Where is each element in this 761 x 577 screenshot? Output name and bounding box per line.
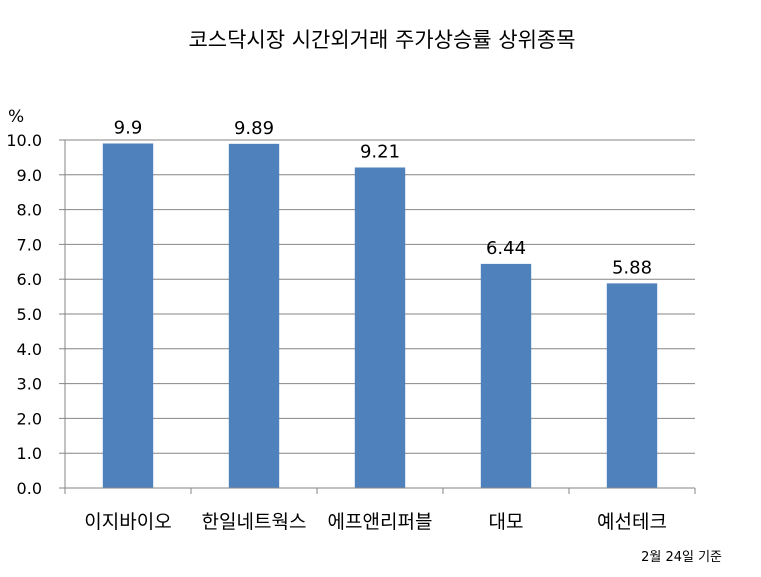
data-label: 9.89 bbox=[234, 118, 274, 139]
y-tick-label: 10.0 bbox=[6, 131, 42, 150]
y-tick-label: 2.0 bbox=[17, 409, 42, 428]
data-label: 6.44 bbox=[486, 238, 526, 259]
y-tick-labels: 0.0 1.0 2.0 3.0 4.0 5.0 6.0 7.0 8.0 9.0 10.0 bbox=[6, 131, 42, 498]
date-note: 2월 24일 기준 bbox=[641, 550, 722, 565]
data-label: 9.9 bbox=[114, 117, 143, 138]
bar bbox=[228, 143, 280, 488]
bar bbox=[102, 143, 154, 489]
y-tick-label: 4.0 bbox=[17, 340, 42, 359]
bar bbox=[480, 263, 532, 488]
y-tick-label: 9.0 bbox=[17, 166, 42, 185]
category-labels: 이지바이오 한일네트웍스 에프앤리퍼블 대모 예선테크 bbox=[84, 511, 667, 533]
y-axis-unit: % bbox=[8, 107, 24, 127]
y-tick-label: 1.0 bbox=[17, 444, 42, 463]
bar bbox=[606, 283, 658, 488]
chart-title: 코스닥시장 시간외거래 주가상승률 상위종목 bbox=[188, 28, 575, 52]
bars bbox=[102, 143, 658, 489]
axes bbox=[59, 139, 696, 494]
category-label: 예선테크 bbox=[597, 511, 667, 533]
category-label: 이지바이오 bbox=[84, 511, 171, 533]
bar bbox=[354, 167, 406, 488]
data-labels: 9.9 9.89 9.21 6.44 5.88 bbox=[114, 117, 652, 278]
y-tick-label: 6.0 bbox=[17, 270, 42, 289]
y-tick-label: 0.0 bbox=[17, 479, 42, 498]
y-tick-label: 8.0 bbox=[17, 201, 42, 220]
category-label: 대모 bbox=[489, 511, 524, 533]
y-tick-label: 5.0 bbox=[17, 305, 42, 324]
category-label: 에프앤리퍼블 bbox=[328, 511, 433, 533]
category-label: 한일네트웍스 bbox=[202, 511, 307, 533]
data-label: 9.21 bbox=[360, 141, 400, 162]
data-label: 5.88 bbox=[612, 257, 652, 278]
y-tick-label: 7.0 bbox=[17, 235, 42, 254]
y-tick-label: 3.0 bbox=[17, 375, 42, 394]
